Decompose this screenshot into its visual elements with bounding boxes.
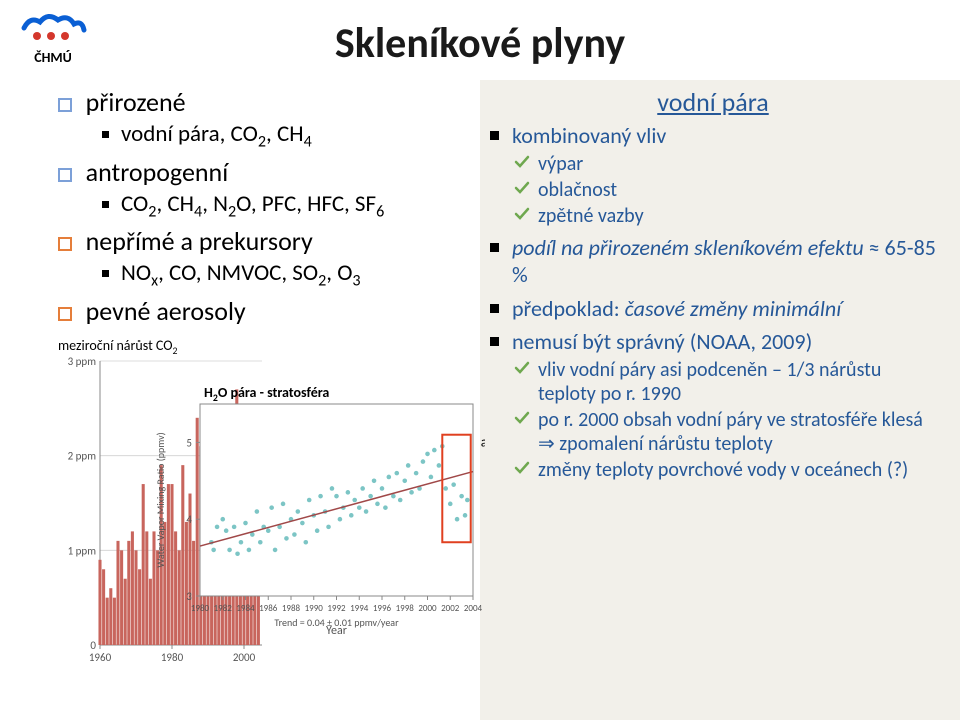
right-subitem: oblačnost bbox=[538, 178, 617, 202]
right-column: vodní pára kombinovaný vliv výparoblačno… bbox=[480, 80, 960, 720]
left-item-label: pevné aerosoly bbox=[86, 295, 246, 327]
svg-text:3 ppm: 3 ppm bbox=[68, 355, 97, 368]
svg-text:4: 4 bbox=[186, 513, 192, 526]
svg-text:a): a) bbox=[481, 434, 485, 451]
left-item-label: antropogenní bbox=[86, 156, 229, 188]
right-subitem: po r. 2000 obsah vodní páry ve stratosfé… bbox=[538, 408, 923, 456]
svg-text:3: 3 bbox=[186, 590, 192, 603]
svg-text:2000: 2000 bbox=[233, 651, 256, 664]
right-list: kombinovaný vliv výparoblačnostzpětné va… bbox=[490, 122, 936, 482]
svg-text:1990: 1990 bbox=[305, 603, 324, 614]
bullet-filled-icon bbox=[490, 304, 499, 313]
right-item: nemusí být správný (NOAA, 2009) bbox=[512, 328, 812, 355]
right-subitem: vliv vodní páry asi podceněn – 1/3 nárůs… bbox=[538, 358, 881, 406]
bullet-square-icon bbox=[58, 98, 72, 112]
bullet-square-icon bbox=[58, 307, 72, 321]
svg-text:1960: 1960 bbox=[89, 651, 112, 664]
left-subitem: CO2, CH4, N2O, PFC, HFC, SF6 bbox=[121, 190, 384, 218]
right-heading: vodní pára bbox=[490, 86, 936, 118]
svg-text:1994: 1994 bbox=[350, 603, 369, 614]
chart2-label: H2O pára - stratosféra bbox=[204, 384, 329, 404]
dot-icon bbox=[102, 201, 109, 208]
left-subitem: vodní pára, CO2, CH4 bbox=[121, 120, 312, 148]
left-list: přirozené vodní pára, CO2, CH4 antropoge… bbox=[58, 86, 470, 327]
bullet-square-icon bbox=[58, 168, 72, 182]
svg-text:1980: 1980 bbox=[191, 603, 210, 614]
svg-text:1998: 1998 bbox=[396, 603, 415, 614]
svg-text:2 ppm: 2 ppm bbox=[68, 449, 97, 462]
left-item-label: nepřímé a prekursory bbox=[86, 225, 313, 257]
svg-text:1980: 1980 bbox=[161, 651, 184, 664]
right-subitem: zpětné vazby bbox=[538, 204, 644, 228]
dot-icon bbox=[102, 270, 109, 277]
svg-text:1992: 1992 bbox=[327, 603, 346, 614]
bullet-filled-icon bbox=[490, 337, 499, 346]
bullet-filled-icon bbox=[490, 131, 499, 140]
left-subitem: NOx, CO, NMVOC, SO2, O3 bbox=[121, 259, 361, 287]
svg-text:2002: 2002 bbox=[441, 603, 460, 614]
svg-text:1996: 1996 bbox=[373, 603, 392, 614]
svg-text:1 ppm: 1 ppm bbox=[68, 544, 97, 557]
left-item-label: přirozené bbox=[86, 86, 186, 118]
content-columns: přirozené vodní pára, CO2, CH4 antropoge… bbox=[0, 80, 960, 720]
bullet-square-icon bbox=[58, 237, 72, 251]
h2o-scatter-chart: H2O pára - stratosféra 34519801982198419… bbox=[150, 390, 485, 645]
right-item: podíl na přirozeném skleníkovém efektu ≈… bbox=[512, 234, 936, 289]
svg-text:2000: 2000 bbox=[418, 603, 437, 614]
svg-text:2004: 2004 bbox=[464, 603, 483, 614]
right-item: předpoklad: časové změny minimální bbox=[512, 295, 841, 322]
right-item: kombinovaný vliv bbox=[512, 122, 666, 149]
svg-text:1982: 1982 bbox=[214, 603, 233, 614]
left-column: přirozené vodní pára, CO2, CH4 antropoge… bbox=[0, 80, 480, 720]
svg-text:Trend = 0.04 ± 0.01 ppmv/year: Trend = 0.04 ± 0.01 ppmv/year bbox=[274, 616, 399, 629]
right-subitem: výpar bbox=[538, 152, 583, 176]
bullet-filled-icon bbox=[490, 243, 499, 252]
svg-text:1984: 1984 bbox=[236, 603, 255, 614]
svg-text:1986: 1986 bbox=[259, 603, 278, 614]
svg-text:1988: 1988 bbox=[282, 603, 301, 614]
dot-icon bbox=[102, 131, 109, 138]
svg-text:5: 5 bbox=[186, 436, 192, 449]
page-title: Skleníkové plyny bbox=[0, 18, 960, 69]
right-subitem: změny teploty povrchové vody v oceánech … bbox=[538, 458, 908, 482]
svg-text:Water Vapor Mixing Ratio (ppmv: Water Vapor Mixing Ratio (ppmv) bbox=[154, 432, 167, 567]
